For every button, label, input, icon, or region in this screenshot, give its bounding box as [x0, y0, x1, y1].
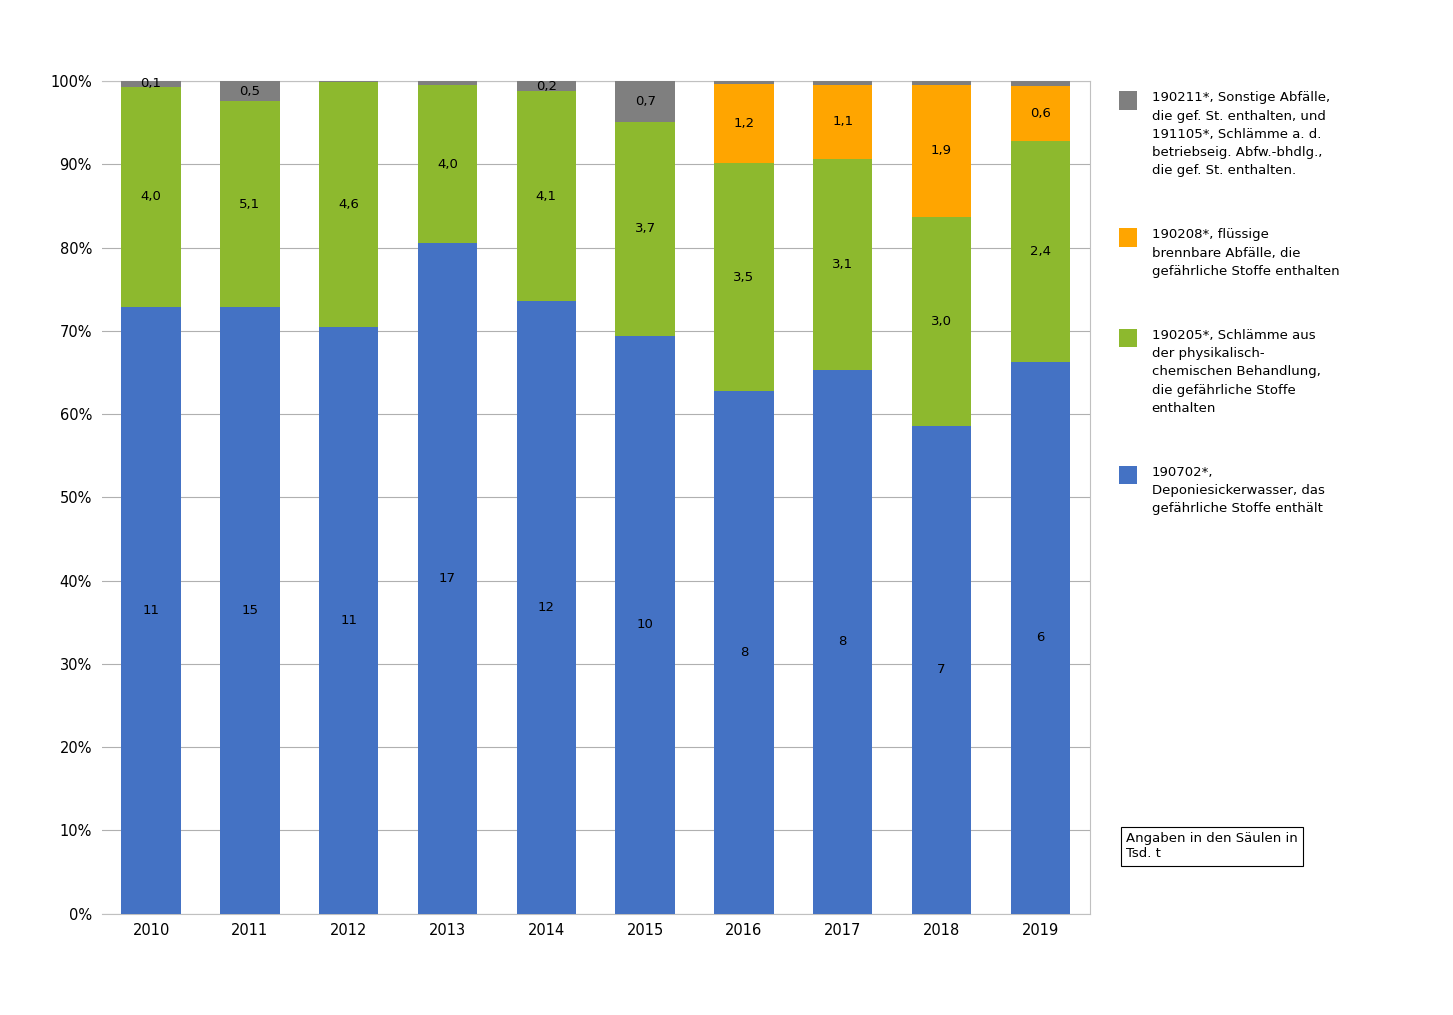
Text: 3,5: 3,5: [734, 271, 754, 283]
Text: die gef. St. enthalten.: die gef. St. enthalten.: [1152, 164, 1296, 178]
Text: 191105*, Schlämme a. d.: 191105*, Schlämme a. d.: [1152, 128, 1321, 141]
Bar: [122, 81, 180, 86]
Text: 4,1: 4,1: [536, 190, 556, 203]
Bar: [122, 86, 180, 308]
Text: 3,0: 3,0: [931, 315, 952, 328]
Text: 190208*, flüssige: 190208*, flüssige: [1152, 228, 1268, 242]
Text: 1,2: 1,2: [734, 117, 754, 130]
Bar: [418, 85, 477, 243]
Bar: [814, 159, 872, 369]
Bar: [715, 84, 773, 162]
Text: 11: 11: [340, 614, 357, 627]
Bar: [912, 426, 971, 914]
Bar: [715, 391, 773, 914]
Text: 0,7: 0,7: [635, 95, 655, 108]
Bar: [320, 82, 378, 328]
Text: 17: 17: [439, 571, 456, 585]
Bar: [616, 336, 674, 914]
Text: 3,1: 3,1: [833, 258, 853, 271]
Text: 190702*,: 190702*,: [1152, 466, 1213, 479]
Text: 1,1: 1,1: [833, 116, 853, 129]
Bar: [814, 84, 872, 159]
Text: 0,1: 0,1: [141, 77, 161, 90]
Bar: [122, 308, 180, 914]
Text: 190211*, Sonstige Abfälle,: 190211*, Sonstige Abfälle,: [1152, 91, 1329, 105]
Bar: [814, 369, 872, 914]
Text: brennbare Abfälle, die: brennbare Abfälle, die: [1152, 247, 1300, 260]
Text: die gefährliche Stoffe: die gefährliche Stoffe: [1152, 384, 1296, 397]
Bar: [616, 122, 674, 336]
Text: 12: 12: [538, 601, 555, 614]
Text: 4,6: 4,6: [339, 198, 359, 211]
Text: betriebseig. Abfw.-bhdlg.,: betriebseig. Abfw.-bhdlg.,: [1152, 146, 1322, 159]
Bar: [517, 300, 575, 914]
Bar: [320, 81, 378, 82]
Bar: [912, 81, 971, 84]
Bar: [517, 91, 575, 300]
Bar: [1011, 141, 1069, 361]
Text: 8: 8: [838, 635, 847, 649]
Bar: [221, 102, 279, 308]
Bar: [616, 81, 674, 122]
Bar: [221, 81, 279, 102]
Bar: [715, 81, 773, 84]
Text: 2,4: 2,4: [1030, 245, 1051, 258]
Text: 15: 15: [241, 604, 259, 617]
Bar: [418, 243, 477, 914]
Bar: [1011, 86, 1069, 141]
Bar: [418, 81, 477, 85]
Bar: [814, 81, 872, 84]
Bar: [912, 84, 971, 217]
Text: 10: 10: [636, 618, 654, 631]
Text: 4,0: 4,0: [437, 157, 458, 171]
Text: Deponiesickerwasser, das: Deponiesickerwasser, das: [1152, 484, 1325, 497]
Text: 0,6: 0,6: [1030, 107, 1051, 120]
Bar: [517, 81, 575, 91]
Text: 7: 7: [937, 663, 946, 676]
Text: 8: 8: [740, 646, 748, 659]
Text: chemischen Behandlung,: chemischen Behandlung,: [1152, 365, 1321, 379]
Text: der physikalisch-: der physikalisch-: [1152, 347, 1264, 360]
Text: die gef. St. enthalten, und: die gef. St. enthalten, und: [1152, 110, 1325, 123]
Text: 3,7: 3,7: [635, 222, 655, 235]
Text: Angaben in den Säulen in
Tsd. t: Angaben in den Säulen in Tsd. t: [1126, 832, 1298, 861]
Bar: [320, 328, 378, 914]
Bar: [1011, 361, 1069, 914]
Text: 5,1: 5,1: [240, 198, 260, 211]
Text: 4,0: 4,0: [141, 191, 161, 203]
Bar: [1011, 81, 1069, 86]
Text: enthalten: enthalten: [1152, 402, 1216, 415]
Bar: [715, 162, 773, 391]
Text: 190205*, Schlämme aus: 190205*, Schlämme aus: [1152, 329, 1315, 342]
Text: 0,2: 0,2: [536, 80, 556, 92]
Text: 0,5: 0,5: [240, 85, 260, 97]
Text: 6: 6: [1036, 631, 1045, 645]
Bar: [912, 217, 971, 426]
Text: gefährliche Stoffe enthalten: gefährliche Stoffe enthalten: [1152, 265, 1340, 278]
Text: 1,9: 1,9: [931, 144, 952, 157]
Bar: [221, 308, 279, 914]
Text: gefährliche Stoffe enthält: gefährliche Stoffe enthält: [1152, 502, 1322, 516]
Text: 11: 11: [142, 604, 160, 617]
